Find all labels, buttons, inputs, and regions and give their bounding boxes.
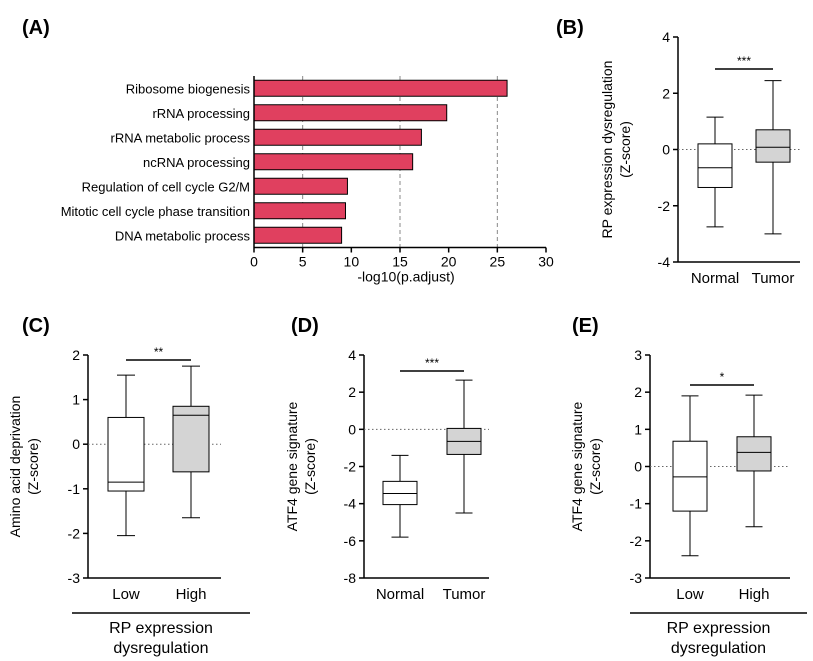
- bar: [253, 79, 508, 97]
- y-tick-label: 0: [72, 436, 80, 452]
- bar: [253, 226, 343, 244]
- y-tick-label: 2: [348, 384, 356, 400]
- group-caption: dysregulation: [671, 640, 766, 657]
- y-tick-label: 3: [634, 347, 642, 363]
- y-axis-title: ATF4 gene signature: [569, 401, 585, 531]
- box: [755, 129, 791, 163]
- y-tick-label: 4: [662, 29, 670, 45]
- y-tick-label: 0: [662, 142, 670, 158]
- box: [672, 440, 708, 512]
- significance-marker: ***: [425, 356, 439, 370]
- box: [736, 436, 772, 472]
- category-label: ncRNA processing: [143, 155, 250, 170]
- box: [107, 416, 145, 492]
- category-label: High: [176, 586, 207, 603]
- y-tick-label: -4: [658, 254, 671, 270]
- y-axis-title: Amino acid deprivation: [7, 396, 23, 538]
- category-label: rRNA metabolic process: [111, 130, 251, 145]
- category-label: Normal: [376, 586, 424, 603]
- bar: [253, 104, 448, 122]
- category-label: Regulation of cell cycle G2/M: [82, 179, 250, 194]
- category-label: Tumor: [752, 270, 795, 287]
- x-tick-label: 0: [250, 254, 258, 270]
- box: [697, 143, 733, 188]
- bar: [253, 128, 422, 146]
- panel-label: (D): [291, 315, 319, 337]
- y-tick-label: -2: [630, 533, 643, 549]
- category-label: Low: [676, 586, 704, 603]
- y-tick-label: 0: [348, 421, 356, 437]
- y-tick-label: 2: [662, 85, 670, 101]
- category-label: Ribosome biogenesis: [126, 81, 251, 96]
- y-axis-title: RP expression dysregulation: [599, 61, 615, 239]
- group-caption: dysregulation: [113, 640, 208, 657]
- group-caption: RP expression: [109, 620, 213, 637]
- y-tick-label: 4: [348, 347, 356, 363]
- panel-label: (E): [572, 315, 599, 337]
- y-tick-label: 0: [634, 459, 642, 475]
- y-tick-label: -3: [630, 570, 643, 586]
- bar: [253, 177, 348, 195]
- panel-label: (C): [22, 315, 50, 337]
- panel-label: (B): [556, 17, 584, 39]
- y-axis-title: (Z-score): [302, 438, 318, 495]
- y-tick-label: -2: [658, 198, 671, 214]
- x-tick-label: 5: [299, 254, 307, 270]
- panel-label-a: (A): [22, 17, 50, 39]
- y-tick-label: -8: [344, 570, 357, 586]
- significance-marker: **: [154, 345, 164, 359]
- x-tick-label: 20: [441, 254, 457, 270]
- y-axis-title: ATF4 gene signature: [284, 401, 300, 531]
- category-label: Low: [112, 586, 140, 603]
- category-label: DNA metabolic process: [115, 228, 251, 243]
- y-tick-label: -2: [344, 459, 357, 475]
- category-label: rRNA processing: [152, 106, 250, 121]
- y-tick-label: -4: [344, 496, 357, 512]
- y-tick-label: 1: [72, 392, 80, 408]
- y-tick-label: -2: [68, 525, 81, 541]
- y-axis-title: (Z-score): [617, 121, 633, 178]
- x-tick-label: 25: [490, 254, 506, 270]
- x-axis-title: -log10(p.adjust): [357, 269, 454, 285]
- category-label: Normal: [691, 270, 739, 287]
- category-label: High: [739, 586, 770, 603]
- bar: [253, 153, 414, 171]
- y-axis-title: (Z-score): [587, 438, 603, 495]
- box: [172, 405, 210, 473]
- y-tick-label: -1: [68, 481, 81, 497]
- y-tick-label: 2: [72, 347, 80, 363]
- category-label: Mitotic cell cycle phase transition: [61, 204, 250, 219]
- y-tick-label: 2: [634, 384, 642, 400]
- y-tick-label: -3: [68, 570, 81, 586]
- x-tick-label: 30: [538, 254, 554, 270]
- y-axis-title: (Z-score): [25, 438, 41, 495]
- y-tick-label: 1: [634, 421, 642, 437]
- x-tick-label: 10: [344, 254, 360, 270]
- y-tick-label: -6: [344, 533, 357, 549]
- y-tick-label: -1: [630, 496, 643, 512]
- significance-marker: *: [720, 370, 725, 384]
- significance-marker: ***: [737, 54, 751, 68]
- x-tick-label: 15: [392, 254, 408, 270]
- category-label: Tumor: [443, 586, 486, 603]
- group-caption: RP expression: [667, 620, 771, 637]
- bar: [253, 202, 346, 220]
